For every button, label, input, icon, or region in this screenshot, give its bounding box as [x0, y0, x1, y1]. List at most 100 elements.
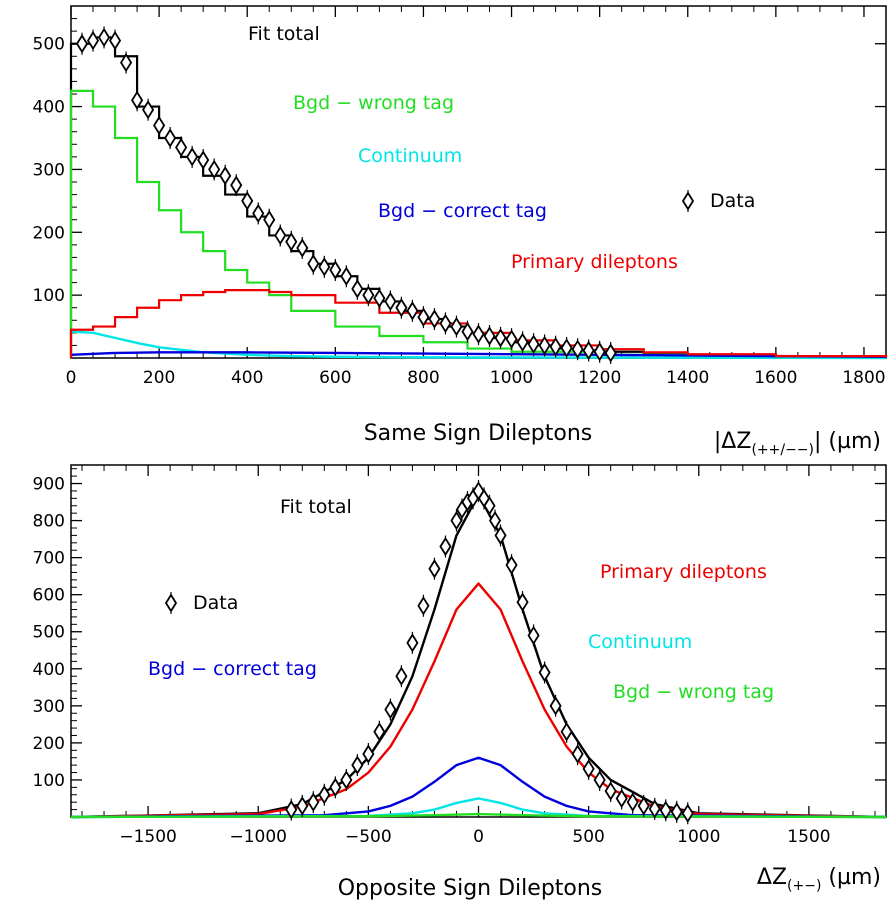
series-bgd-wrong-tag [69, 89, 888, 358]
data-point [384, 290, 397, 313]
data-point [538, 661, 551, 684]
series-fit-total [70, 493, 887, 819]
data-point [97, 26, 111, 49]
data-marker [318, 257, 331, 277]
data-marker [593, 342, 606, 362]
data-marker [582, 340, 595, 361]
y-tick-label: 300 [33, 697, 65, 717]
series-primary-dileptons [69, 289, 888, 358]
data-marker [285, 799, 298, 820]
data-point [307, 791, 320, 814]
annotation-label: Bgd − wrong tag [293, 92, 454, 114]
data-point [488, 509, 502, 532]
x-tick-label: 1800 [842, 368, 885, 388]
data-marker [175, 137, 188, 158]
data-marker [560, 338, 573, 358]
data-marker [494, 525, 507, 546]
data-marker [450, 510, 463, 531]
data-point [153, 114, 166, 137]
data-marker [164, 128, 177, 148]
data-marker [648, 799, 661, 819]
x-axis-label: ΔZ(+−) (µm) [757, 865, 881, 894]
data-point [406, 299, 419, 322]
plot-frame [70, 464, 887, 818]
data-marker [351, 755, 364, 775]
y-tick-label: 600 [33, 586, 65, 606]
data-marker [417, 596, 430, 616]
data-marker [274, 225, 287, 246]
data-point [549, 694, 562, 717]
data-point [186, 145, 199, 168]
axis-ticks: 0 200 400 600 800 1000 1200 1400 1600 1800 100 200 3… [33, 5, 887, 388]
data-point [450, 509, 463, 532]
data-point [340, 768, 353, 791]
data-marker [417, 307, 430, 327]
data-point [494, 326, 507, 349]
x-tick-label: −1000 [229, 827, 287, 847]
data-marker [549, 336, 562, 357]
data-marker [230, 175, 243, 195]
data-point [549, 335, 562, 358]
data-point [175, 136, 188, 159]
data-marker [560, 722, 573, 742]
x-axis-label: |ΔZ(++/−−)| (µm) [714, 429, 881, 458]
data-point [362, 743, 375, 766]
data-marker [428, 559, 441, 579]
data-marker [208, 159, 221, 180]
data-marker [516, 592, 529, 612]
data-marker [241, 191, 254, 211]
y-tick-label: 500 [33, 623, 65, 643]
data-point [505, 554, 518, 577]
data-point [142, 98, 155, 121]
legend-diamond [681, 191, 695, 211]
data-marker [483, 496, 496, 516]
data-point [483, 494, 496, 517]
data-point [263, 208, 276, 231]
data-marker [395, 298, 408, 318]
series-bgd-correct-tag [70, 351, 887, 358]
y-tick-label: 100 [33, 286, 65, 306]
data-marker [615, 788, 628, 809]
data-point [604, 341, 617, 364]
data-point [230, 174, 243, 197]
data-point [461, 320, 474, 343]
data-marker [538, 335, 551, 356]
data-point [439, 312, 452, 335]
x-tick-label: 1400 [666, 368, 709, 388]
legend-data-marker [164, 592, 178, 614]
data-point [296, 794, 309, 817]
data-point [538, 334, 551, 357]
data-marker [582, 759, 595, 779]
data-marker [362, 285, 375, 305]
data-marker [461, 321, 474, 342]
series-bgd-correct-tag [70, 756, 887, 819]
data-marker [86, 30, 100, 51]
data-point [318, 255, 331, 278]
data-point [615, 787, 628, 810]
data-marker [527, 625, 540, 646]
opposite-sign-panel: −1500 −1000 −500 0 500 1000 1500 100 200 300 400 50… [33, 464, 887, 901]
data-point [593, 340, 606, 363]
data-point [384, 698, 397, 721]
data-point [472, 323, 485, 346]
data-marker [351, 279, 364, 299]
series-bgd-wrong-tag [70, 812, 887, 819]
x-tick-label: 1500 [787, 827, 830, 847]
data-point [285, 798, 298, 821]
data-marker [131, 90, 144, 110]
data-point [285, 230, 298, 253]
data-marker [637, 796, 650, 816]
y-tick-label: 100 [33, 771, 65, 791]
data-point [108, 29, 122, 52]
x-tick-label: 400 [231, 368, 263, 388]
data-point [516, 591, 529, 614]
legend-diamond [164, 593, 178, 613]
data-marker [340, 770, 353, 790]
y-tick-label: 300 [33, 160, 65, 180]
data-point [417, 306, 430, 329]
x-tick-label: 500 [572, 827, 604, 847]
data-marker [626, 792, 639, 812]
data-point [593, 768, 606, 791]
data-point [505, 328, 518, 351]
annotation-label: Data [193, 592, 238, 614]
